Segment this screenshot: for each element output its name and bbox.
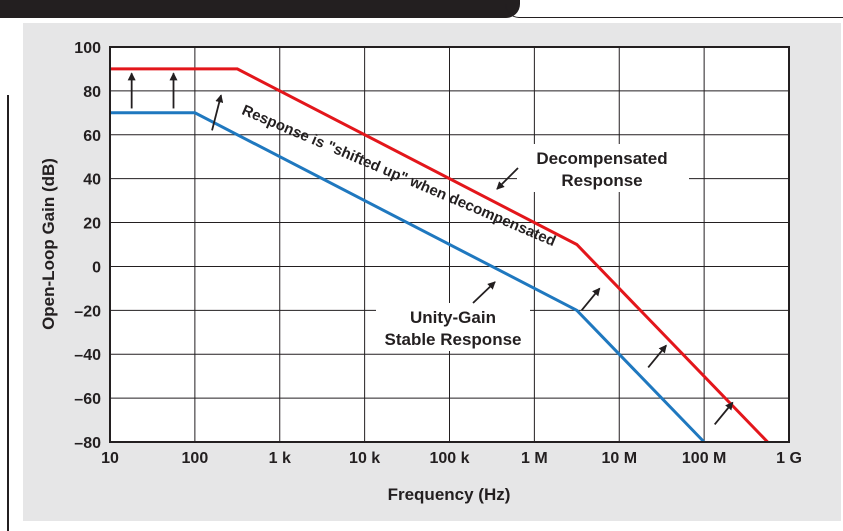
shift-arrows <box>127 72 734 426</box>
shift-arrow <box>713 401 734 426</box>
x-tick-labels: 10 100 1 k 10 k 100 k 1 M 10 M 100 M 1 G <box>101 450 802 467</box>
y-tick-labels: 100 80 60 40 20 0 –20 –40 –60 –80 <box>74 40 101 452</box>
annotation-label-backgrounds <box>376 144 689 351</box>
decompensated-pointer-arrow <box>496 167 519 190</box>
y-tick-label: –20 <box>74 303 101 320</box>
y-tick-label: 0 <box>92 259 101 276</box>
plot-frame <box>109 46 790 443</box>
x-tick-label: 10 M <box>601 450 637 467</box>
x-tick-label: 100 <box>182 450 209 467</box>
y-tick-label: 60 <box>83 128 101 145</box>
y-tick-label: 100 <box>74 40 101 57</box>
decompensated-label-bg <box>517 144 689 192</box>
x-axis-label: Frequency (Hz) <box>388 485 511 504</box>
series-line-unity_gain <box>110 111 706 444</box>
y-tick-label: 20 <box>83 216 101 233</box>
y-tick-label: 40 <box>83 172 101 189</box>
x-tick-label: 100 k <box>429 450 469 467</box>
page-margin-rule <box>7 95 9 531</box>
x-tick-label: 1 M <box>521 450 548 467</box>
unity-gain-label-line2: Stable Response <box>385 330 522 349</box>
y-tick-label: –80 <box>74 435 101 452</box>
unity-gain-label-bg <box>376 303 530 351</box>
unity-gain-label-line1: Unity-Gain <box>410 308 496 327</box>
x-tick-label: 10 k <box>349 450 380 467</box>
x-tick-label: 100 M <box>682 450 726 467</box>
series-lines <box>110 67 769 444</box>
y-tick-label: –40 <box>74 347 101 364</box>
unity-gain-pointer-arrow <box>472 281 496 304</box>
y-tick-label: –60 <box>74 391 101 408</box>
y-axis-label: Open-Loop Gain (dB) <box>39 158 58 330</box>
x-tick-label: 1 k <box>269 450 291 467</box>
decompensated-label-line1: Decompensated <box>536 149 667 168</box>
y-tick-label: 80 <box>83 84 101 101</box>
series-line-decompensated <box>110 67 769 444</box>
shift-arrow <box>647 344 667 368</box>
x-tick-label: 10 <box>101 450 119 467</box>
shift-arrow <box>211 94 224 131</box>
header-bar <box>0 0 520 18</box>
header-tab-outline <box>505 0 843 18</box>
x-tick-label: 1 G <box>776 450 802 467</box>
shift-arrow <box>580 287 601 311</box>
decompensated-label-line2: Response <box>561 171 642 190</box>
